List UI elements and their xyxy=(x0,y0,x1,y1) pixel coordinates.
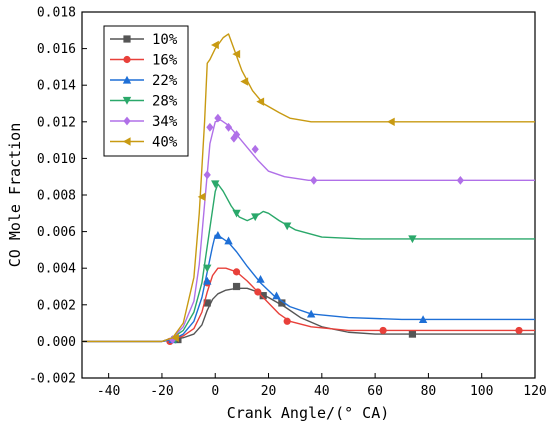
data-point xyxy=(310,175,318,185)
series-4 xyxy=(82,113,535,344)
data-point xyxy=(282,222,292,231)
legend-swatch-marker xyxy=(123,116,131,126)
y-tick-label: 0.012 xyxy=(37,115,76,130)
y-tick-label: 0.016 xyxy=(37,42,76,57)
legend-swatch-marker xyxy=(123,35,131,43)
x-axis-title: Crank Angle/(° CA) xyxy=(227,404,390,422)
data-point xyxy=(259,292,267,300)
data-point xyxy=(224,122,233,132)
legend-swatch-marker xyxy=(122,137,131,146)
data-point xyxy=(278,299,286,307)
data-point xyxy=(386,117,395,126)
data-point xyxy=(408,330,417,338)
data-point xyxy=(515,326,523,335)
y-tick-label: 0.008 xyxy=(37,189,76,204)
x-tick-label: -20 xyxy=(150,384,173,399)
data-point xyxy=(203,170,211,180)
y-tick-label: 0.014 xyxy=(37,79,76,94)
y-tick-label: 0.002 xyxy=(37,298,76,313)
legend-label: 22% xyxy=(152,73,178,89)
data-point xyxy=(171,333,179,342)
data-point xyxy=(418,315,428,324)
data-point xyxy=(256,97,265,106)
x-tick-label: 80 xyxy=(421,384,437,399)
x-tick-label: -40 xyxy=(97,384,120,399)
legend-item: 22% xyxy=(110,73,178,89)
series-layer xyxy=(82,33,535,345)
series-line xyxy=(82,119,535,343)
y-tick-label: -0.002 xyxy=(29,372,76,387)
legend: 10% 16% 22% 28% 34% 40% xyxy=(103,25,189,157)
series-line xyxy=(82,287,535,343)
series-line xyxy=(82,267,535,343)
y-tick-label: 0.006 xyxy=(37,225,76,240)
data-point xyxy=(232,268,241,276)
legend-label: 10% xyxy=(152,32,178,48)
x-tick-label: 20 xyxy=(261,384,277,399)
data-point xyxy=(272,291,281,300)
data-point xyxy=(203,299,211,307)
data-point xyxy=(232,209,241,218)
series-5 xyxy=(82,33,535,343)
legend-item: 10% xyxy=(110,32,178,48)
legend-label: 34% xyxy=(152,114,178,130)
data-point xyxy=(230,133,238,143)
data-point xyxy=(251,213,260,222)
data-point xyxy=(240,77,249,86)
legend-swatch-marker xyxy=(122,75,132,84)
legend-box xyxy=(103,25,189,157)
data-point xyxy=(408,235,417,244)
data-point xyxy=(197,192,206,202)
legend-item: 16% xyxy=(110,53,178,69)
series-line xyxy=(82,183,535,343)
data-point xyxy=(211,180,220,189)
data-point xyxy=(232,49,241,59)
y-tick-label: 0.018 xyxy=(37,6,76,21)
data-point xyxy=(224,236,233,245)
data-point xyxy=(211,40,219,50)
legend-label: 16% xyxy=(152,53,178,69)
y-axis-title: CO Mole Fraction xyxy=(6,123,24,268)
x-tick-label: 40 xyxy=(314,384,330,399)
legend-item: 28% xyxy=(110,94,178,110)
y-tick-label: 0.000 xyxy=(37,335,76,350)
x-tick-label: 0 xyxy=(211,384,219,399)
legend-swatch-marker xyxy=(123,55,131,64)
data-point xyxy=(251,144,259,154)
data-point xyxy=(169,335,177,344)
legend-item: 40% xyxy=(110,135,178,151)
data-point xyxy=(213,231,223,239)
data-point xyxy=(214,113,222,123)
series-line xyxy=(82,33,535,343)
data-point xyxy=(379,326,387,335)
legend-item: 34% xyxy=(110,114,178,130)
x-tick-label: 100 xyxy=(470,384,493,399)
series-3 xyxy=(82,180,535,344)
data-point xyxy=(456,175,464,185)
data-point xyxy=(254,288,262,296)
data-point xyxy=(283,317,291,325)
legend-label: 28% xyxy=(152,94,178,110)
data-point xyxy=(203,264,212,273)
data-point xyxy=(232,282,241,291)
legend-label: 40% xyxy=(152,135,178,151)
data-point xyxy=(206,122,214,132)
data-point xyxy=(306,309,316,318)
x-tick-label: 120 xyxy=(523,384,546,399)
series-line xyxy=(82,234,535,343)
legend-swatch-marker xyxy=(122,96,132,105)
data-point xyxy=(256,274,265,283)
series-1 xyxy=(82,267,535,345)
tick-layer: -40 -20 0 20 40 60 80 100 120 -0.002 0.000 0.002 0.0… xyxy=(29,6,547,400)
y-tick-label: 0.010 xyxy=(37,152,76,167)
y-tick-label: 0.004 xyxy=(37,262,76,277)
data-point xyxy=(203,276,212,285)
x-tick-label: 60 xyxy=(367,384,383,399)
